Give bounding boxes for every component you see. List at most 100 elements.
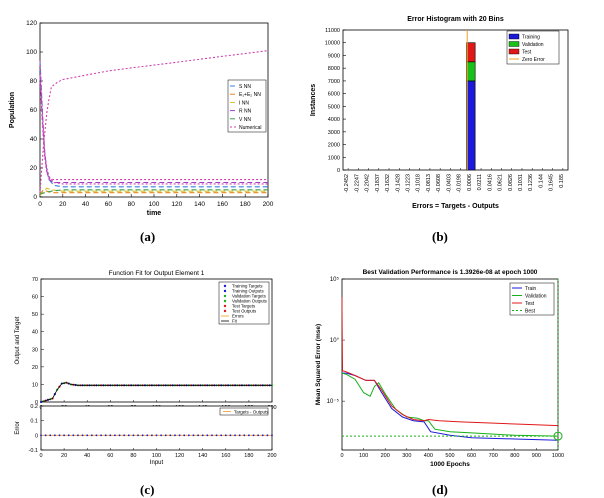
error-x-tick-label-c: 180 — [244, 453, 253, 459]
y-tick-label-b: 4000 — [328, 117, 340, 123]
y-tick-label-c: 40 — [32, 330, 38, 336]
y-tick-label-b: 3000 — [328, 130, 340, 136]
legend-swatch-c — [223, 284, 227, 288]
error-marker-c — [206, 434, 209, 437]
initial-spike-d — [341, 297, 343, 371]
error-marker-c — [81, 434, 84, 437]
series-line-d — [341, 370, 559, 427]
y-tick-label-d: 10⁻⁵ — [327, 398, 340, 405]
legend-label-c: Errors — [232, 314, 244, 319]
x-axis-label-c: Input — [150, 460, 164, 466]
x-tick-label-a: 160 — [217, 201, 228, 208]
y-tick-label-c: 20 — [32, 365, 38, 371]
y-tick-label-b: 11000 — [325, 28, 340, 34]
y-tick-label-d: 10° — [330, 338, 340, 344]
x-tick-label-b: -0.0813 — [426, 174, 432, 193]
histogram-bar-b — [466, 61, 476, 82]
legend-label-b: Training — [522, 35, 540, 41]
error-marker-c — [229, 434, 232, 437]
error-x-tick-label-c: 140 — [198, 453, 207, 459]
x-tick-label-b: -0.1632 — [385, 174, 391, 193]
series-line-a — [39, 189, 268, 195]
error-marker-c — [215, 434, 218, 437]
legend-swatch-c — [223, 309, 227, 313]
error-marker-c — [109, 434, 112, 437]
x-tick-label-b: 0.0416 — [487, 174, 493, 191]
error-marker-c — [86, 434, 89, 437]
legend-label-d: Train — [525, 286, 536, 292]
series-line-a — [39, 60, 268, 188]
x-axis-label-d: 1000 Epochs — [430, 461, 470, 468]
legend-label-c: Training Outputs — [232, 289, 264, 294]
legend-box-a — [227, 79, 267, 133]
legend-label-c: Training Targets — [232, 284, 263, 289]
legend-box-c — [218, 281, 270, 325]
x-tick-label-a: 120 — [171, 201, 182, 208]
x-tick-label-d: 900 — [532, 453, 541, 459]
error-marker-c — [114, 434, 116, 437]
y-tick-label-b: 5000 — [328, 104, 340, 110]
y-tick-label-c: 70 — [32, 277, 38, 283]
error-x-tick-label-c: 120 — [175, 453, 184, 459]
y-tick-label-b: 0 — [337, 168, 340, 174]
legend-label-a: V NN — [239, 117, 251, 123]
x-tick-label-b: 0.0006 — [467, 174, 473, 191]
legend-label-a: S NN — [239, 84, 251, 90]
error-marker-c — [141, 434, 144, 437]
legend-swatch-c — [223, 289, 227, 293]
x-tick-label-b: -0.1018 — [416, 174, 422, 193]
error-marker-c — [169, 434, 172, 437]
y-tick-label-c: 50 — [32, 312, 38, 318]
error-x-tick-label-c: 0 — [39, 453, 42, 459]
x-tick-label-d: 800 — [510, 453, 519, 459]
y-tick-label-c: 60 — [32, 295, 38, 301]
error-marker-c — [146, 434, 149, 437]
x-tick-label-b: -0.2247 — [354, 174, 360, 193]
error-marker-c — [234, 434, 236, 437]
legend-label-d: Test — [525, 301, 535, 307]
x-tick-label-b: 0.1236 — [528, 174, 534, 191]
series-line-a — [39, 60, 268, 185]
x-tick-label-d: 300 — [402, 453, 411, 459]
caption-c: (c) — [140, 482, 155, 497]
error-marker-c — [155, 434, 158, 437]
error-marker-c — [63, 434, 65, 437]
legend-swatch-b — [508, 41, 520, 47]
legend-label-c: Fit — [232, 319, 238, 324]
error-legend-box-c — [219, 407, 269, 416]
x-tick-label-b: 0.185 — [559, 174, 565, 188]
legend-swatch-c — [223, 294, 227, 298]
x-tick-label-b: 0.144 — [538, 174, 544, 188]
error-x-tick-label-c: 60 — [107, 453, 113, 459]
x-tick-label-d: 100 — [359, 453, 368, 459]
legend-swatch-b — [508, 48, 520, 55]
error-marker-c — [58, 434, 61, 437]
legend-swatch-b — [508, 33, 520, 40]
y-tick-label-c: 30 — [32, 347, 38, 353]
y-tick-label-b: 2000 — [328, 143, 340, 149]
error-marker-c — [243, 434, 246, 437]
error-marker-c — [211, 434, 213, 437]
error-marker-c — [77, 434, 79, 437]
error-marker-c — [183, 434, 186, 437]
error-y-tick-label-c: 0.1 — [30, 419, 38, 425]
error-marker-c — [257, 434, 260, 437]
x-tick-label-a: 100 — [149, 201, 160, 208]
error-marker-c — [248, 434, 250, 437]
fit-line-c — [40, 382, 272, 403]
error-y-tick-label-c: -0.1 — [29, 448, 38, 454]
y-tick-label-a: 100 — [26, 49, 37, 56]
series-line-a — [39, 75, 268, 184]
error-x-tick-label-c: 100 — [152, 453, 161, 459]
y-tick-label-a: 20 — [30, 165, 38, 172]
legend-label-d: Validation — [525, 294, 547, 300]
legend-label-b: Validation — [522, 42, 544, 48]
legend-label-c: Test Outputs — [232, 309, 256, 314]
x-tick-label-d: 500 — [445, 453, 454, 459]
error-y-tick-label-c: 0.2 — [30, 404, 38, 410]
error-marker-c — [160, 434, 163, 437]
x-tick-label-b: -0.0198 — [457, 174, 463, 193]
series-line-a — [39, 78, 268, 181]
error-marker-c — [53, 434, 56, 437]
